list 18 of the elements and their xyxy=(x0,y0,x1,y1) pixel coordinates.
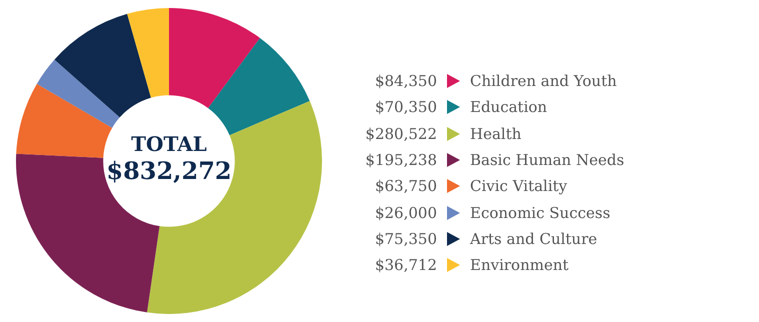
legend-label: Arts and Culture xyxy=(470,230,598,248)
data-label: $70,350 xyxy=(374,98,437,116)
data-label: $195,238 xyxy=(364,151,437,170)
legend-label: Health xyxy=(470,124,522,143)
data-label: $84,350 xyxy=(374,72,437,90)
data-label: $75,350 xyxy=(374,230,437,248)
data-label: $26,000 xyxy=(374,204,437,222)
legend-label: Environment xyxy=(470,256,569,274)
legend-label: Economic Success xyxy=(470,204,610,222)
text: TOTAL xyxy=(130,132,208,156)
data-label: $280,522 xyxy=(364,124,437,143)
data-label: $63,750 xyxy=(374,177,437,196)
legend-label: Education xyxy=(470,98,548,116)
legend-label: Basic Human Needs xyxy=(470,151,624,170)
data-label: $36,712 xyxy=(374,256,437,274)
text: $832,272 xyxy=(105,156,233,185)
legend-label: Children and Youth xyxy=(470,72,617,90)
legend-label: Civic Vitality xyxy=(470,177,568,196)
